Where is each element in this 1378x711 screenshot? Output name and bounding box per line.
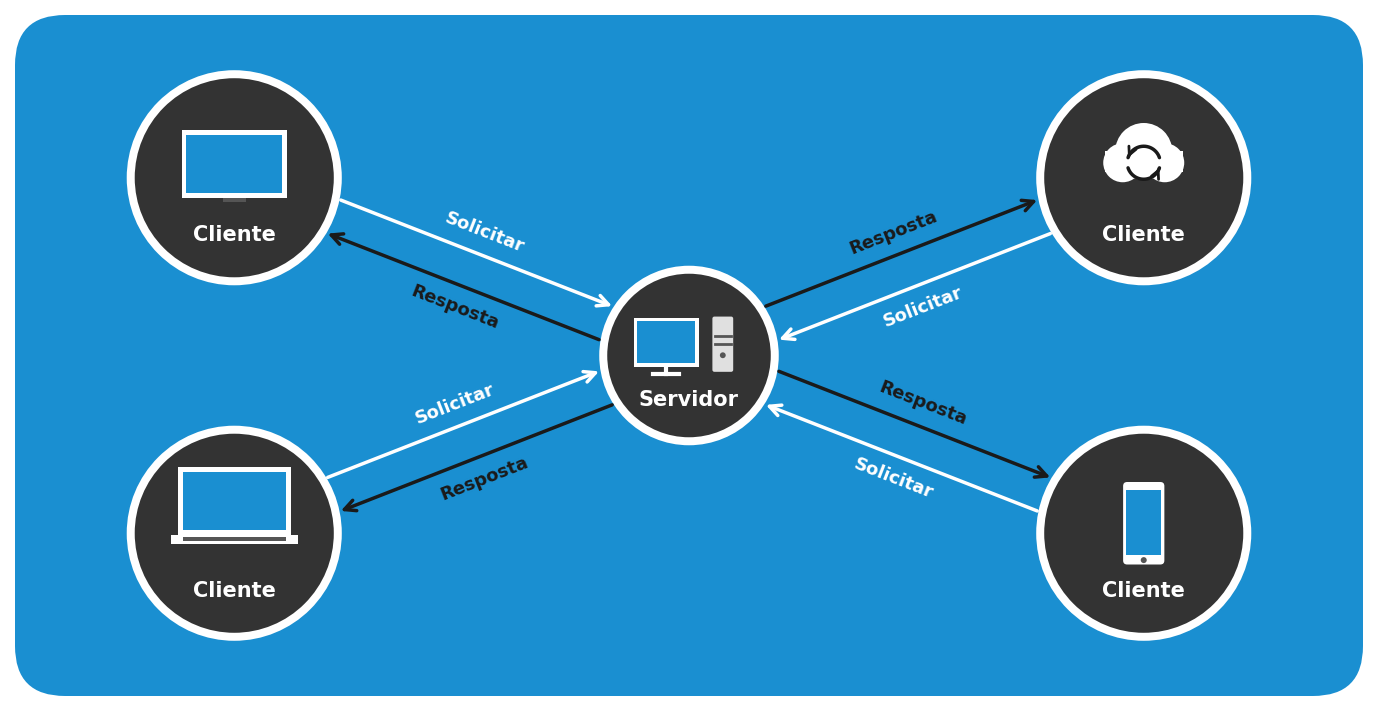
Text: Solicitar: Solicitar xyxy=(852,455,936,502)
Bar xyxy=(182,130,287,198)
Text: Resposta: Resposta xyxy=(847,208,940,258)
Bar xyxy=(1105,151,1182,173)
Text: Cliente: Cliente xyxy=(1102,581,1185,601)
Text: Resposta: Resposta xyxy=(438,453,531,503)
Circle shape xyxy=(719,353,726,358)
Text: Resposta: Resposta xyxy=(409,282,502,333)
Circle shape xyxy=(1115,123,1173,180)
Bar xyxy=(182,471,287,530)
Text: Cliente: Cliente xyxy=(1102,225,1185,245)
Circle shape xyxy=(1036,70,1251,285)
Circle shape xyxy=(599,266,779,445)
Text: Solicitar: Solicitar xyxy=(442,209,526,256)
Text: Solicitar: Solicitar xyxy=(881,284,965,331)
Circle shape xyxy=(1045,78,1243,277)
Circle shape xyxy=(1145,143,1184,182)
FancyBboxPatch shape xyxy=(1123,482,1164,565)
Circle shape xyxy=(1104,143,1142,182)
FancyBboxPatch shape xyxy=(15,15,1363,696)
Bar xyxy=(182,537,287,541)
Bar xyxy=(223,198,245,202)
Circle shape xyxy=(608,274,770,437)
Circle shape xyxy=(135,434,333,633)
FancyBboxPatch shape xyxy=(712,316,733,372)
Circle shape xyxy=(1036,426,1251,641)
Bar xyxy=(634,318,699,367)
Bar xyxy=(171,535,298,543)
Text: Servidor: Servidor xyxy=(639,390,739,410)
Bar xyxy=(1126,489,1162,555)
Bar xyxy=(178,467,291,535)
Circle shape xyxy=(1045,434,1243,633)
Circle shape xyxy=(135,78,333,277)
Bar xyxy=(186,135,282,193)
Text: Resposta: Resposta xyxy=(876,378,969,429)
Text: Cliente: Cliente xyxy=(193,581,276,601)
Text: Solicitar: Solicitar xyxy=(413,380,497,427)
Circle shape xyxy=(127,70,342,285)
Circle shape xyxy=(1141,557,1146,563)
Circle shape xyxy=(127,426,342,641)
Bar xyxy=(637,321,696,363)
Text: Cliente: Cliente xyxy=(193,225,276,245)
